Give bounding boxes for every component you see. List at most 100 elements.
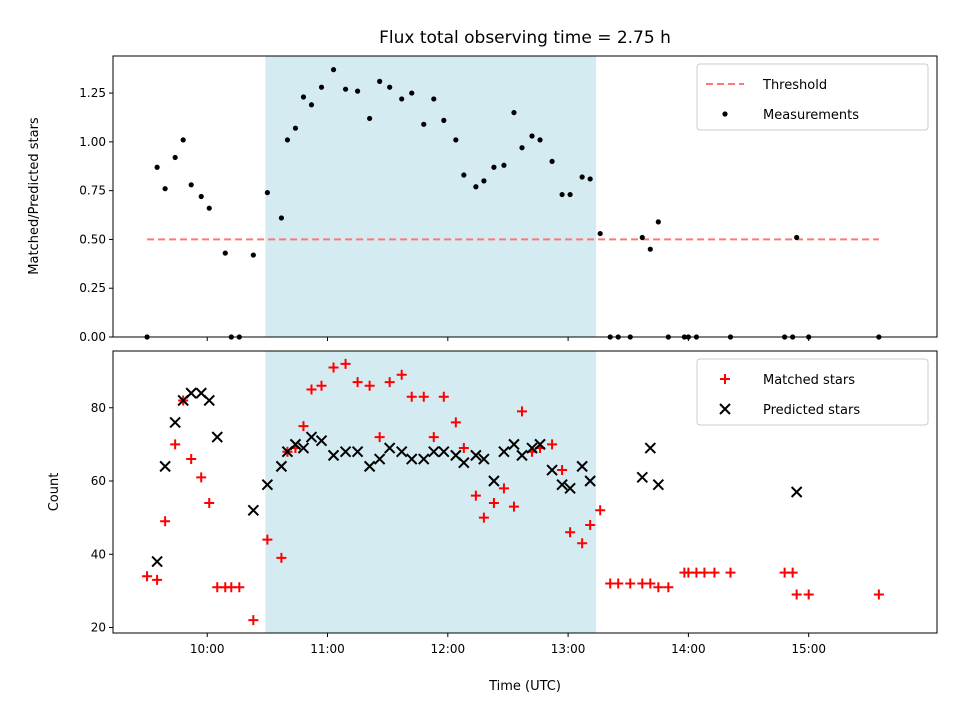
- matched-stars-point: [438, 391, 449, 402]
- y-tick-label: 1.00: [79, 135, 106, 149]
- bottom-axes: 20 40 60 80 10:00 11:00 12:00 13:00 14:00 15:00 Ma…: [91, 350, 938, 656]
- predicted-stars-point: [438, 446, 450, 458]
- measurement-point: [399, 96, 405, 102]
- matched-stars-point: [613, 578, 624, 589]
- x-tick-label: 12:00: [431, 642, 466, 656]
- predicted-stars-point: [327, 449, 340, 462]
- measurement-point: [284, 137, 291, 143]
- matched-stars-point: [508, 501, 519, 512]
- measurement-point: [519, 145, 525, 151]
- predicted-stars-point: [406, 453, 418, 465]
- x-tick-label: 13:00: [551, 642, 586, 656]
- predicted-stars-point: [339, 446, 352, 458]
- matched-stars-point: [873, 589, 884, 600]
- predicted-stars-point: [211, 431, 223, 443]
- measurement-point: [264, 189, 270, 196]
- matched-stars-point: [725, 567, 736, 578]
- matched-stars-point: [428, 432, 439, 443]
- measurement-point: [537, 137, 543, 143]
- y-tick-label: 40: [91, 547, 106, 561]
- predicted-stars-point: [428, 446, 440, 458]
- predicted-stars-point: [351, 446, 364, 458]
- top-axes-frame: [112, 55, 938, 338]
- matched-stars-point: [787, 567, 798, 578]
- matched-stars-point: [709, 567, 720, 578]
- y-tick-label: 0.50: [79, 232, 106, 246]
- matched-stars-point: [276, 552, 287, 563]
- measurement-point: [367, 115, 373, 122]
- matched-stars-point: [396, 369, 407, 380]
- measurement-point: [292, 125, 299, 131]
- predicted-stars-point: [151, 555, 163, 568]
- matched-stars-point: [306, 384, 317, 395]
- predicted-stars-point: [636, 471, 648, 484]
- measurement-point: [511, 109, 517, 116]
- measurement-point: [481, 178, 487, 184]
- measurement-point: [453, 137, 459, 143]
- top-axes: 0.00 0.25 0.50 0.75 1.00 1.25 Threshold Measure…: [79, 55, 938, 344]
- y-axis-label-top: Matched/Predicted stars: [27, 117, 42, 275]
- measurement-point: [409, 90, 415, 96]
- predicted-stars-point: [498, 446, 510, 458]
- matched-stars-point: [204, 497, 215, 508]
- y-tick-label: 0.00: [79, 330, 106, 344]
- matched-stars-point: [418, 391, 429, 402]
- matched-stars-point: [577, 538, 588, 549]
- measurement-point: [172, 154, 178, 161]
- predicted-stars-point: [470, 449, 482, 462]
- y-tick-label: 0.75: [79, 184, 106, 198]
- matched-stars-point: [478, 512, 489, 523]
- measurement-point: [421, 121, 427, 127]
- matched-stars-point: [142, 571, 153, 582]
- matched-stars-point: [565, 527, 576, 538]
- measurement-point: [318, 84, 325, 90]
- measurement-point: [491, 164, 497, 170]
- matched-stars-point: [186, 454, 197, 465]
- measurement-point: [655, 219, 661, 225]
- matched-stars-point: [262, 534, 273, 545]
- bottom-legend: [696, 358, 929, 426]
- predicted-stars-point: [652, 478, 665, 491]
- matched-stars-point: [196, 472, 207, 483]
- matched-stars-point: [160, 516, 171, 527]
- predicted-stars-point: [790, 486, 803, 498]
- predicted-stars-point: [373, 453, 386, 465]
- observing-window-span: [265, 56, 597, 337]
- y-tick-label: 1.25: [79, 86, 106, 100]
- matched-stars-point: [316, 380, 327, 391]
- predicted-stars-point: [185, 387, 197, 399]
- measurement-point: [308, 102, 315, 108]
- predicted-stars-point: [315, 435, 328, 447]
- y-tick-label: 0.25: [79, 281, 106, 295]
- x-axis-label: Time (UTC): [488, 679, 561, 694]
- x-tick-label: 14:00: [671, 642, 706, 656]
- measurement-point: [180, 137, 186, 143]
- matched-stars-point: [340, 358, 351, 369]
- predicted-stars-point: [556, 478, 568, 491]
- measurement-point: [559, 191, 565, 198]
- legend-matched-swatch: [720, 374, 730, 384]
- measurement-point: [597, 230, 603, 237]
- predicted-stars-point: [159, 460, 171, 473]
- matched-stars-point: [374, 432, 385, 443]
- matched-stars-point: [625, 578, 636, 589]
- matched-stars-point: [364, 380, 375, 391]
- measurement-point: [342, 86, 349, 92]
- measurement-point: [377, 78, 383, 84]
- measurement-point: [387, 84, 393, 90]
- measurement-point: [647, 246, 653, 252]
- matched-stars-point: [653, 582, 664, 593]
- matched-stars-point: [328, 362, 339, 373]
- matched-stars-point: [170, 439, 181, 450]
- observing-window-span: [265, 351, 597, 633]
- legend-label: Predicted stars: [763, 403, 860, 418]
- matched-stars-point: [488, 497, 499, 508]
- matched-stars-point: [557, 465, 568, 476]
- predicted-stars-point: [297, 442, 310, 454]
- predicted-stars-point: [261, 478, 274, 491]
- matched-stars-point: [248, 615, 259, 626]
- legend-measurements-swatch: [722, 111, 728, 117]
- predicted-stars-point: [203, 394, 215, 407]
- y-tick-label: 60: [91, 474, 106, 488]
- matched-stars-point: [645, 578, 656, 589]
